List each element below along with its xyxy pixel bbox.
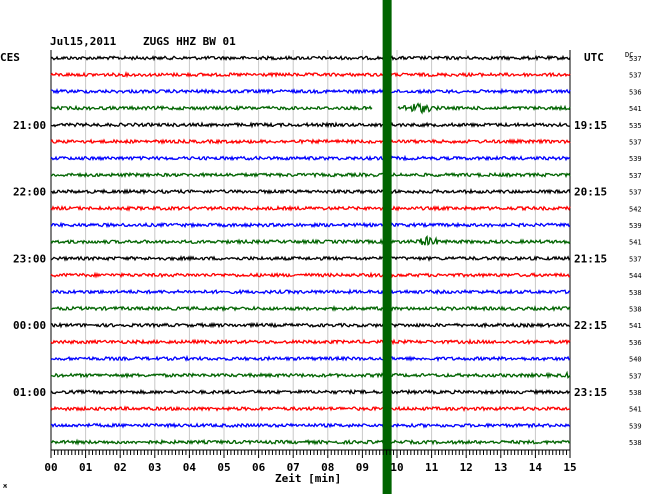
header-date: Jul15,2011 — [50, 35, 117, 48]
trace-line — [50, 422, 571, 429]
trace-line — [50, 321, 571, 329]
left-time-label: 22:00 — [13, 186, 46, 199]
x-tick-label: 09 — [356, 461, 369, 474]
right-time-label: 21:15 — [574, 252, 607, 265]
dc-value: 537 — [629, 255, 642, 263]
trace-line — [50, 171, 571, 179]
trace-line — [50, 54, 571, 62]
trace-line — [50, 221, 571, 229]
x-tick-label: 08 — [321, 461, 334, 474]
x-tick-label: 10 — [390, 461, 403, 474]
trace-line — [50, 438, 571, 446]
right-timezone: UTC — [584, 51, 604, 64]
x-tick-label: 01 — [79, 461, 93, 474]
right-time-label: 20:15 — [574, 186, 607, 199]
x-tick-label: 00 — [44, 461, 57, 474]
dc-header: DC — [625, 51, 633, 59]
trace-line — [50, 370, 571, 380]
trace-line — [50, 71, 571, 79]
x-tick-label: 13 — [494, 461, 507, 474]
trace-line — [50, 354, 571, 363]
dc-value: 540 — [629, 356, 642, 364]
time-marker — [382, 0, 392, 494]
dc-value: 537 — [629, 72, 642, 80]
x-axis: 00 01 02 03 04 05 06 07 08 09 10 11 12 13 14 15 — [44, 449, 577, 474]
trace-group — [50, 54, 571, 446]
trace-line — [51, 87, 571, 95]
x-tick-label: 15 — [563, 461, 576, 474]
x-tick-label: 14 — [529, 461, 543, 474]
x-tick-label: 11 — [425, 461, 439, 474]
left-timezone: CES — [0, 51, 20, 64]
x-tick-label: 06 — [252, 461, 266, 474]
trace-line — [50, 405, 571, 413]
dc-value: 538 — [629, 439, 642, 447]
trace-line — [50, 138, 571, 145]
dc-value: 537 — [629, 55, 642, 63]
dc-value: 537 — [629, 139, 642, 147]
right-time-label: 22:15 — [574, 319, 607, 332]
trace-line — [50, 254, 571, 262]
dc-value: 537 — [629, 372, 642, 380]
dc-value: 539 — [629, 422, 642, 430]
trace-line — [50, 234, 571, 246]
trace-line — [50, 271, 571, 279]
plot-grid — [50, 50, 571, 450]
trace-line — [50, 388, 571, 396]
dc-value: 538 — [629, 306, 642, 314]
dc-value: 537 — [629, 172, 642, 180]
x-tick-label: 03 — [148, 461, 161, 474]
x-axis-label: Zeit [min] — [275, 472, 341, 485]
trace-line — [50, 154, 571, 162]
x-tick-label: 04 — [183, 461, 197, 474]
x-tick-label: 07 — [287, 461, 300, 474]
dc-value: 539 — [629, 155, 642, 163]
left-time-label: 21:00 — [13, 119, 46, 132]
left-time-label: 00:00 — [13, 319, 46, 332]
header-station: ZUGS HHZ BW 01 — [143, 35, 236, 48]
dc-value: 541 — [629, 406, 642, 414]
x-tick-label: 02 — [114, 461, 127, 474]
trace-line — [50, 121, 571, 129]
right-time-label: 19:15 — [574, 119, 607, 132]
dc-value: 536 — [629, 339, 642, 347]
trace-line — [50, 288, 571, 296]
labels-group: 21:00 22:00 23:00 00:00 01:00 19:15 20:15 21:15… — [13, 55, 642, 447]
left-time-label: 23:00 — [13, 252, 46, 265]
x-tick-label: 05 — [217, 461, 230, 474]
dc-value: 536 — [629, 88, 642, 96]
dc-value: 541 — [629, 239, 642, 247]
trace-line — [50, 338, 571, 346]
x-tick-label: 12 — [460, 461, 473, 474]
dc-value: 538 — [629, 389, 642, 397]
dc-value: 538 — [629, 289, 642, 297]
dc-value: 544 — [629, 272, 642, 280]
trace-line — [50, 102, 571, 115]
dc-value: 539 — [629, 222, 642, 230]
corner-mark: ж — [3, 482, 8, 490]
dc-value: 541 — [629, 105, 642, 113]
dc-value: 535 — [629, 122, 642, 130]
dc-value: 542 — [629, 205, 642, 213]
trace-line — [51, 304, 571, 313]
trace-line — [51, 188, 571, 196]
right-time-label: 23:15 — [574, 386, 607, 399]
dc-value: 537 — [629, 189, 642, 197]
left-time-label: 01:00 — [13, 386, 46, 399]
dc-value: 541 — [629, 322, 642, 330]
trace-line — [50, 204, 571, 212]
